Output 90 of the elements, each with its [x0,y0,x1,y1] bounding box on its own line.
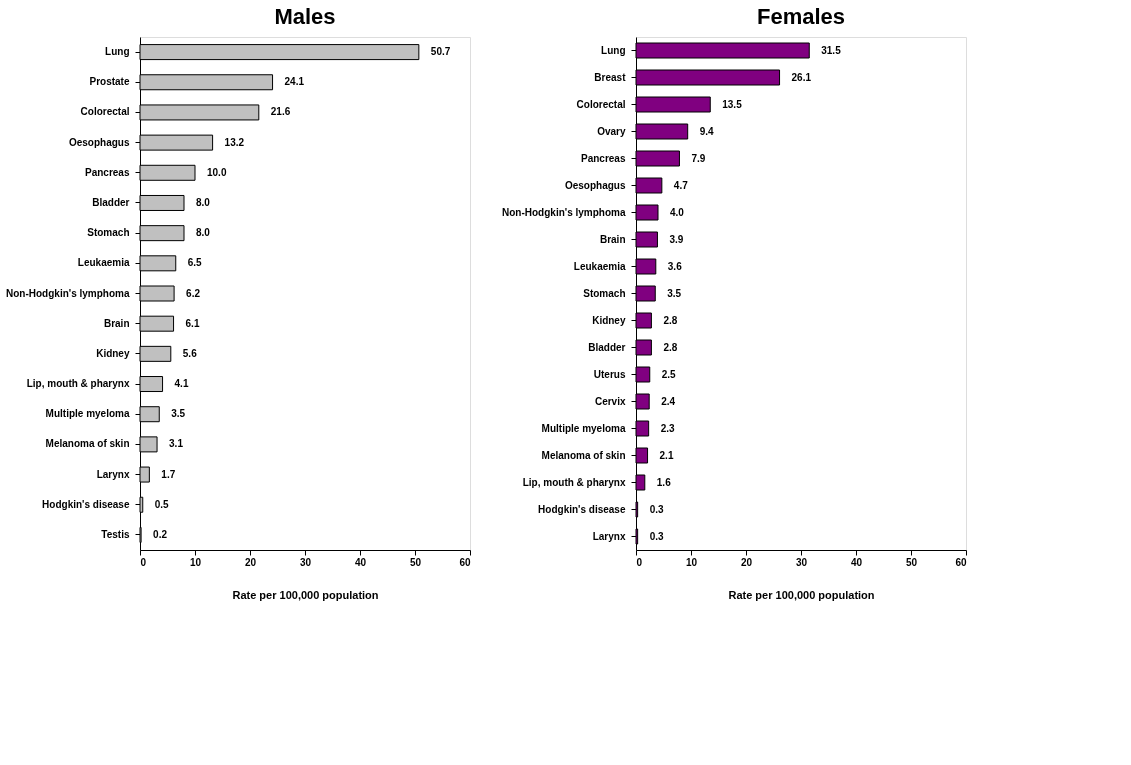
data-label: 2.8 [663,314,678,326]
data-label: 1.6 [656,476,672,488]
x-tick-label: 0 [636,556,643,568]
y-tick-label: Colorectal [80,106,130,118]
y-tick-label: Pancreas [85,166,130,178]
y-tick-label: Stomach [583,287,626,299]
data-label: 31.5 [821,44,842,56]
y-tick-label: Kidney [592,314,626,326]
x-tick-label: 60 [955,556,967,568]
y-tick-label: Kidney [96,347,130,359]
data-label: 26.1 [791,71,812,83]
y-tick-label: Stomach [87,227,130,239]
x-tick-label: 20 [740,556,753,568]
data-label: 1.7 [161,468,176,480]
x-tick-label: 0 [140,556,147,568]
y-tick-label: Melanoma of skin [45,438,130,450]
y-tick-label: Colorectal [576,98,626,110]
y-tick-label: Leukaemia [77,257,130,269]
data-label: 2.8 [663,341,678,353]
x-axis-title: Rate per 100,000 population [728,588,875,601]
data-label: 0.3 [649,530,664,542]
data-label: 21.6 [270,106,291,118]
data-label: 13.5 [722,98,743,110]
data-label: 3.6 [667,260,683,272]
y-tick-label: Uterus [593,368,626,380]
data-label: 2.3 [660,422,675,434]
data-label: 13.2 [224,136,245,148]
data-label: 0.5 [154,498,170,510]
y-tick-label: Cervix [594,395,626,407]
data-label: 0.3 [649,503,664,515]
data-label: 2.5 [661,368,677,380]
y-tick-label: Leukaemia [573,260,626,272]
data-label: 6.1 [185,317,200,329]
data-label: 24.1 [284,76,305,88]
x-tick-label: 40 [354,556,367,568]
x-tick-label: 30 [299,556,312,568]
data-label: 6.5 [187,257,203,269]
y-tick-label: Lung [105,46,130,58]
y-tick-label: Testis [101,528,130,540]
y-tick-label: Brain [599,233,626,245]
data-label: 8.0 [196,196,211,208]
chart-title: Males [274,4,336,29]
data-label: 0.2 [153,528,168,540]
data-label: 3.5 [171,408,186,420]
data-label: 3.1 [169,438,184,450]
x-tick-label: 10 [685,556,698,568]
y-tick-label: Non-Hodgkin's lymphoma [6,287,130,299]
y-tick-label: Larynx [96,468,130,480]
data-label: 6.2 [186,287,201,299]
y-tick-label: Oesophagus [564,179,626,191]
data-label: 9.4 [699,125,715,137]
y-tick-label: Lung [601,44,626,56]
y-tick-label: Multiple myeloma [45,408,130,420]
x-tick-label: 30 [795,556,808,568]
chart-title: Females [756,4,846,29]
data-label: 4.0 [670,206,685,218]
y-tick-label: Larynx [592,530,626,542]
y-tick-label: Breast [594,71,627,83]
y-tick-label: Lip, mouth & pharynx [26,378,130,390]
y-tick-label: Multiple myeloma [541,422,626,434]
data-label: 8.0 [196,227,211,239]
data-label: 4.7 [673,179,689,191]
y-tick-label: Lip, mouth & pharynx [522,476,626,488]
x-tick-label: 10 [189,556,202,568]
x-axis-title: Rate per 100,000 population [232,588,379,601]
y-tick-label: Bladder [588,341,626,353]
x-tick-label: 40 [850,556,863,568]
y-tick-label: Brain [103,317,130,329]
data-label: 3.5 [667,287,682,299]
data-label: 2.1 [659,449,674,461]
y-tick-label: Ovary [597,125,626,137]
y-tick-label: Melanoma of skin [541,449,626,461]
data-label: 2.4 [661,395,676,407]
data-label: 5.6 [182,347,198,359]
data-label: 3.9 [669,233,684,245]
x-tick-label: 50 [905,556,918,568]
y-tick-label: Oesophagus [68,136,130,148]
y-tick-label: Pancreas [581,152,626,164]
y-tick-label: Non-Hodgkin's lymphoma [502,206,626,218]
x-tick-label: 60 [459,556,471,568]
data-label: 10.0 [207,166,227,178]
y-tick-label: Hodgkin's disease [42,498,130,510]
data-label: 50.7 [430,46,451,58]
data-label: 4.1 [174,378,189,390]
y-tick-label: Hodgkin's disease [538,503,626,515]
y-tick-label: Prostate [89,76,130,88]
data-label: 7.9 [691,152,706,164]
y-tick-label: Bladder [92,196,130,208]
x-tick-label: 20 [244,556,257,568]
x-tick-label: 50 [409,556,422,568]
